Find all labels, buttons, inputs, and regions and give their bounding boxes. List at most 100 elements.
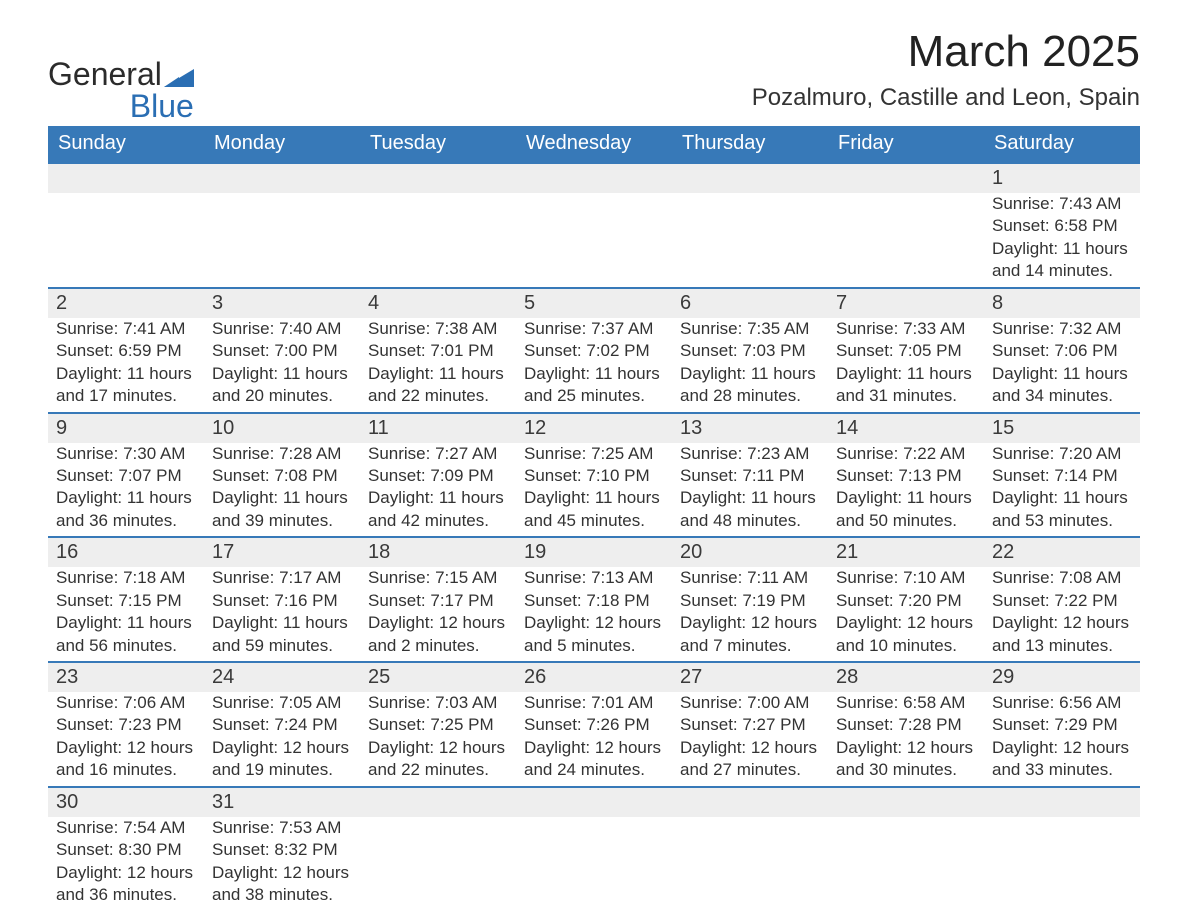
sunset-text: Sunset: 7:01 PM [368,340,508,362]
sunrise-text: Sunrise: 7:05 AM [212,692,352,714]
day2-text: and 45 minutes. [524,510,664,532]
day-detail-cell: Sunrise: 7:03 AMSunset: 7:25 PMDaylight:… [360,692,516,787]
day-detail-cell: Sunrise: 7:27 AMSunset: 7:09 PMDaylight:… [360,443,516,538]
day-detail-cell: Sunrise: 7:01 AMSunset: 7:26 PMDaylight:… [516,692,672,787]
sunrise-text: Sunrise: 7:22 AM [836,443,976,465]
day-detail-cell: Sunrise: 7:32 AMSunset: 7:06 PMDaylight:… [984,318,1140,413]
sunset-text: Sunset: 7:08 PM [212,465,352,487]
day2-text: and 27 minutes. [680,759,820,781]
day-detail-cell: Sunrise: 7:10 AMSunset: 7:20 PMDaylight:… [828,567,984,662]
day1-text: Daylight: 11 hours [524,487,664,509]
sunset-text: Sunset: 7:00 PM [212,340,352,362]
day-detail-cell [48,193,204,288]
day1-text: Daylight: 11 hours [368,363,508,385]
day-number-cell: 28 [828,662,984,692]
sunset-text: Sunset: 8:30 PM [56,839,196,861]
day-number-cell: 7 [828,288,984,318]
day-detail-cell [828,193,984,288]
day2-text: and 38 minutes. [212,884,352,906]
day1-text: Daylight: 11 hours [212,487,352,509]
sunrise-text: Sunrise: 7:01 AM [524,692,664,714]
day-number-cell: 22 [984,537,1140,567]
title-block: March 2025 Pozalmuro, Castille and Leon,… [752,28,1140,118]
day-detail-cell [984,817,1140,911]
day1-text: Daylight: 11 hours [368,487,508,509]
sunrise-text: Sunrise: 7:03 AM [368,692,508,714]
day-number-cell: 21 [828,537,984,567]
day-detail-cell: Sunrise: 7:06 AMSunset: 7:23 PMDaylight:… [48,692,204,787]
day-number-cell [48,163,204,193]
sunrise-text: Sunrise: 7:33 AM [836,318,976,340]
day-detail-cell [672,193,828,288]
sunrise-text: Sunrise: 7:37 AM [524,318,664,340]
day-number-cell: 18 [360,537,516,567]
day-number-cell [984,787,1140,817]
day1-text: Daylight: 11 hours [212,612,352,634]
sunrise-text: Sunrise: 7:18 AM [56,567,196,589]
sunset-text: Sunset: 7:22 PM [992,590,1132,612]
day-detail-cell [672,817,828,911]
location-subtitle: Pozalmuro, Castille and Leon, Spain [752,84,1140,112]
sunset-text: Sunset: 7:15 PM [56,590,196,612]
day2-text: and 30 minutes. [836,759,976,781]
month-title: March 2025 [752,28,1140,76]
day-detail-cell [360,193,516,288]
daynum-row: 23242526272829 [48,662,1140,692]
day2-text: and 17 minutes. [56,385,196,407]
sunset-text: Sunset: 7:28 PM [836,714,976,736]
day1-text: Daylight: 12 hours [836,737,976,759]
day-number-cell: 10 [204,413,360,443]
sunrise-text: Sunrise: 7:10 AM [836,567,976,589]
day-detail-cell: Sunrise: 7:18 AMSunset: 7:15 PMDaylight:… [48,567,204,662]
day-detail-cell: Sunrise: 7:35 AMSunset: 7:03 PMDaylight:… [672,318,828,413]
day-detail-cell: Sunrise: 7:33 AMSunset: 7:05 PMDaylight:… [828,318,984,413]
day-number-cell: 24 [204,662,360,692]
day1-text: Daylight: 12 hours [524,612,664,634]
day-detail-cell: Sunrise: 7:28 AMSunset: 7:08 PMDaylight:… [204,443,360,538]
calendar-page: General Blue March 2025 Pozalmuro, Casti… [0,0,1188,918]
detail-row: Sunrise: 7:06 AMSunset: 7:23 PMDaylight:… [48,692,1140,787]
day-number-cell: 23 [48,662,204,692]
day-number-cell: 3 [204,288,360,318]
day-number-cell [516,787,672,817]
day-number-cell: 20 [672,537,828,567]
sunset-text: Sunset: 7:24 PM [212,714,352,736]
sunrise-text: Sunrise: 7:41 AM [56,318,196,340]
day-number-cell: 12 [516,413,672,443]
day2-text: and 28 minutes. [680,385,820,407]
sunset-text: Sunset: 7:03 PM [680,340,820,362]
day2-text: and 36 minutes. [56,510,196,532]
sunrise-text: Sunrise: 7:32 AM [992,318,1132,340]
sunrise-text: Sunrise: 7:20 AM [992,443,1132,465]
day1-text: Daylight: 11 hours [56,612,196,634]
sunset-text: Sunset: 7:25 PM [368,714,508,736]
day2-text: and 19 minutes. [212,759,352,781]
day1-text: Daylight: 12 hours [368,612,508,634]
sunset-text: Sunset: 6:59 PM [56,340,196,362]
day2-text: and 14 minutes. [992,260,1132,282]
day-detail-cell: Sunrise: 7:54 AMSunset: 8:30 PMDaylight:… [48,817,204,911]
daynum-row: 1 [48,163,1140,193]
day-detail-cell: Sunrise: 6:56 AMSunset: 7:29 PMDaylight:… [984,692,1140,787]
day1-text: Daylight: 11 hours [992,487,1132,509]
sunrise-text: Sunrise: 7:25 AM [524,443,664,465]
day-detail-cell: Sunrise: 7:13 AMSunset: 7:18 PMDaylight:… [516,567,672,662]
day1-text: Daylight: 12 hours [56,862,196,884]
weekday-header: Saturday [984,126,1140,163]
day1-text: Daylight: 11 hours [836,363,976,385]
day-number-cell: 11 [360,413,516,443]
daynum-row: 2345678 [48,288,1140,318]
day-detail-cell: Sunrise: 7:25 AMSunset: 7:10 PMDaylight:… [516,443,672,538]
day2-text: and 13 minutes. [992,635,1132,657]
day1-text: Daylight: 12 hours [992,612,1132,634]
sunrise-text: Sunrise: 7:23 AM [680,443,820,465]
day2-text: and 39 minutes. [212,510,352,532]
page-header: General Blue March 2025 Pozalmuro, Casti… [48,28,1140,122]
day-detail-cell: Sunrise: 7:08 AMSunset: 7:22 PMDaylight:… [984,567,1140,662]
day-detail-cell [516,193,672,288]
sunrise-text: Sunrise: 7:27 AM [368,443,508,465]
calendar-table: Sunday Monday Tuesday Wednesday Thursday… [48,126,1140,911]
sunset-text: Sunset: 7:10 PM [524,465,664,487]
sunrise-text: Sunrise: 7:40 AM [212,318,352,340]
day-number-cell: 5 [516,288,672,318]
